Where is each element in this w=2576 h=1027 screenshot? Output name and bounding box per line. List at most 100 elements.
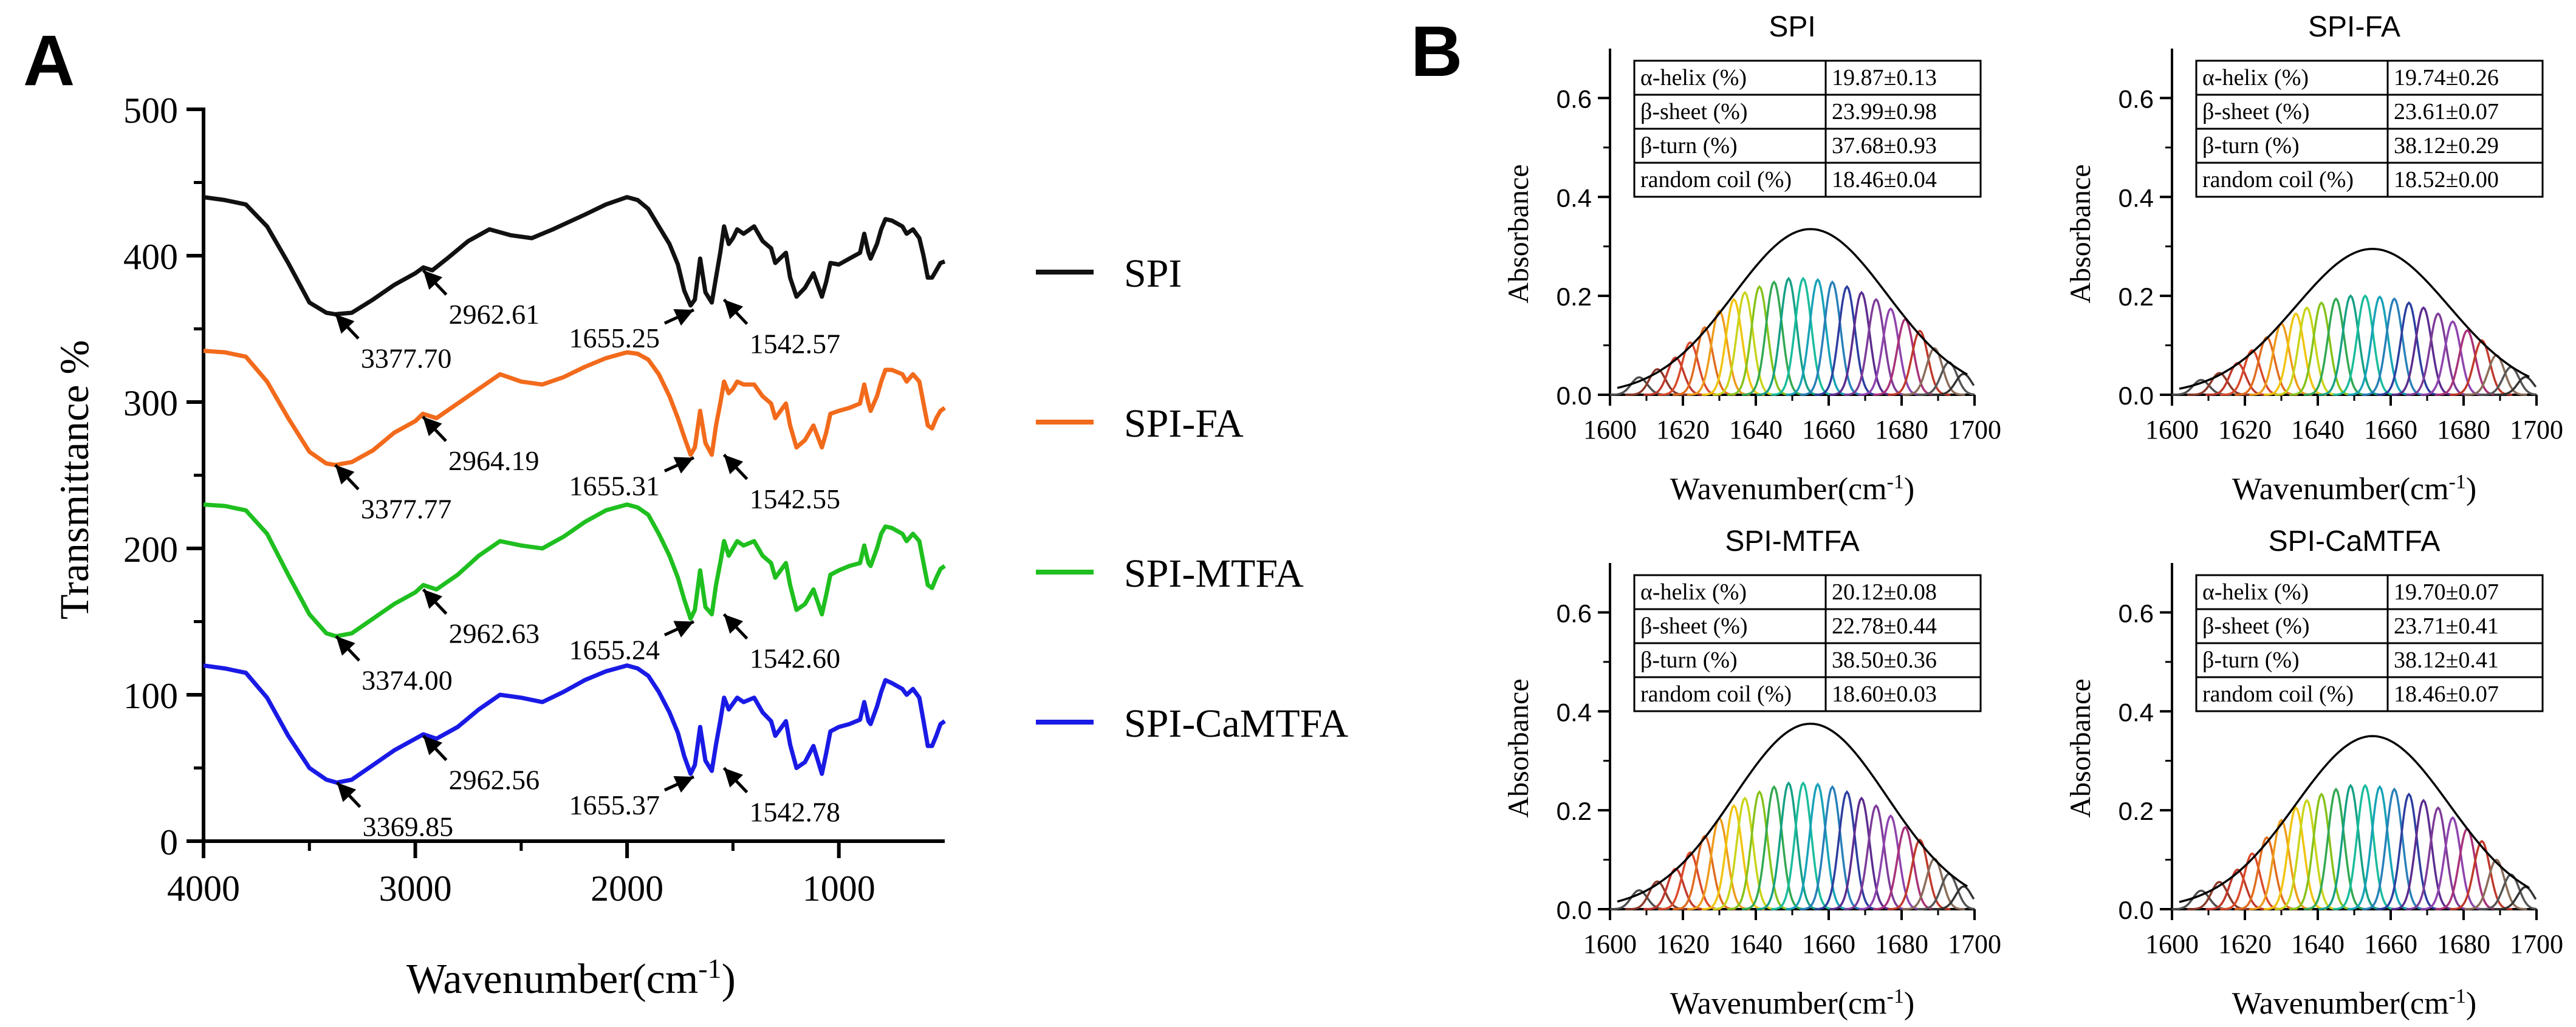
annotation-arrow-head: [673, 776, 694, 793]
fitted-peak: [1858, 307, 1922, 396]
table-cell-value: 18.52±0.00: [2394, 167, 2499, 193]
table-cell-value: 23.71±0.41: [2394, 613, 2499, 639]
table-cell-value: 19.74±0.26: [2394, 65, 2499, 90]
subplot-y-tick-label: 0.0: [1557, 381, 1592, 410]
fitted-peak: [1771, 276, 1834, 396]
subplot-title: SPI-CaMTFA: [2269, 525, 2441, 558]
legend-label: SPI-CaMTFA: [1124, 701, 1348, 746]
fitted-peak: [1917, 361, 1975, 396]
legend-item-spi-camtfa: SPI-CaMTFA: [1036, 701, 1348, 746]
ftir-lines: [203, 195, 947, 785]
subplot-y-tick-label: 0.4: [2119, 698, 2154, 726]
fitted-peak: [1873, 318, 1936, 396]
annotation-arrow-head: [337, 782, 357, 802]
fitted-peak: [1786, 278, 1849, 396]
table-cell-label: random coil (%): [2202, 681, 2354, 707]
table-cell-label: α-helix (%): [1640, 579, 1747, 605]
fitted-peak: [1713, 290, 1776, 396]
annotation-arrow-head: [423, 270, 443, 290]
annotation-label: 2964.19: [448, 445, 540, 476]
ftir-y-tick-label: 400: [123, 237, 178, 277]
fitted-peak: [1786, 782, 1849, 910]
peak-annotation: 3369.85: [335, 781, 454, 842]
ftir-y-tick-label: 200: [123, 530, 178, 570]
fitted-peak: [2275, 799, 2338, 910]
fitted-peak: [1858, 814, 1922, 910]
table-cell-value: 23.99±0.98: [1832, 99, 1937, 125]
subplot-y-tick-label: 0.4: [2119, 183, 2154, 212]
series-line-spi: [203, 195, 946, 316]
subplot-x-tick-label: 1660: [1802, 415, 1855, 445]
fitted-peak: [1727, 790, 1790, 910]
annotation-label: 1542.57: [750, 328, 841, 359]
subplot-y-tick-label: 0.4: [1557, 183, 1592, 212]
subplot-x-tick-label: 1620: [2218, 929, 2272, 959]
ftir-x-tick-label: 1000: [803, 868, 875, 909]
subplot-y-axis-label: Absorbance: [2064, 678, 2097, 817]
fitted-peak: [1815, 285, 1878, 396]
fitted-peak: [2493, 375, 2537, 396]
peak-annotation: 2964.19: [422, 415, 540, 476]
fitted-peak: [1742, 785, 1805, 910]
peak-annotation: 1655.37: [569, 775, 694, 821]
ftir-x-axis-label: Wavenumber(cm-1): [406, 953, 736, 1003]
series-line-spi-fa: [203, 349, 947, 468]
peak-annotation: 1655.24: [569, 620, 694, 666]
annotation-label: 3369.85: [363, 811, 454, 842]
ftir-y-tick-label: 0: [160, 822, 178, 862]
curve-fitting-panels: SPI 0.0 0.2 0.4 0.6 1600 1620 1640 1660 1680 1700 A…: [1502, 11, 2563, 1021]
peak-annotation: 2962.56: [422, 734, 540, 795]
legend-label: SPI-FA: [1124, 401, 1244, 446]
fitted-peak: [2318, 783, 2382, 910]
table-cell-value: 18.60±0.03: [1832, 681, 1937, 707]
envelope-curve: [1617, 228, 1968, 389]
table-cell-label: β-turn (%): [1640, 647, 1738, 673]
ftir-y-tick-label: 500: [123, 90, 178, 131]
ftir-chart: 0 100 200 300 400 500 4000 3000 2000 1000 3377.70…: [51, 90, 1348, 1003]
subplot-y-tick-label: 0.0: [1557, 896, 1592, 924]
annotation-label: 2962.63: [449, 618, 540, 649]
subplot-x-tick-label: 1640: [2291, 929, 2345, 959]
fitted-peak: [2406, 806, 2469, 910]
fitted-peak: [1829, 290, 1893, 396]
fit-spi-fa-chart: SPI-FA 0.0 0.2 0.4 0.6 1600 1620 1640 1660 1680 17…: [2064, 11, 2563, 507]
annotation-label: 1655.37: [569, 790, 660, 821]
fitted-peak: [1917, 873, 1975, 910]
subplot-x-tick-label: 1700: [2510, 929, 2563, 959]
peak-annotation: 3374.00: [335, 635, 453, 696]
fitted-peak: [1727, 285, 1790, 396]
annotation-arrow-head: [724, 768, 744, 788]
ftir-x-axis-label-close: ): [722, 956, 736, 1003]
subplot-x-tick-label: 1600: [1583, 929, 1637, 959]
fit-spi-mtfa-chart: SPI-MTFA 0.0 0.2 0.4 0.6 1600 1620 1640 1660 1680…: [1502, 525, 2001, 1021]
annotation-arrow-head: [724, 299, 744, 319]
table-cell-value: 19.87±0.13: [1832, 65, 1937, 90]
annotation-label: 1542.60: [750, 643, 841, 674]
fitted-peak: [2435, 329, 2498, 396]
annotation-label: 1655.31: [569, 471, 660, 502]
legend-item-spi-fa: SPI-FA: [1036, 401, 1244, 446]
table-cell-label: β-turn (%): [2202, 647, 2300, 673]
fitted-peak: [2420, 320, 2484, 396]
fitted-peak: [1756, 781, 1820, 910]
subplot-x-tick-label: 1680: [2437, 929, 2490, 959]
subplot-y-tick-label: 0.6: [2119, 84, 2154, 113]
peak-annotation: 1542.78: [722, 766, 840, 828]
subplot-x-tick-label: 1620: [1656, 415, 1710, 445]
table-cell-label: β-sheet (%): [2202, 613, 2310, 639]
subplot-x-tick-label: 1660: [2364, 929, 2417, 959]
panel-a-letter: A: [23, 21, 75, 101]
table-cell-label: β-turn (%): [2202, 133, 2300, 159]
table-cell-label: α-helix (%): [2202, 579, 2309, 605]
table-cell-label: random coil (%): [1640, 681, 1792, 707]
table-cell-label: α-helix (%): [2202, 65, 2309, 90]
fitted-peak: [2377, 792, 2440, 910]
subplot-x-tick-label: 1700: [2510, 415, 2563, 445]
fitted-peak: [2289, 301, 2352, 396]
subplot-x-tick-label: 1600: [2145, 415, 2199, 445]
annotation-arrow-head: [335, 314, 355, 334]
annotation-arrow-head: [423, 735, 443, 756]
subplot-y-axis-label: Absorbance: [2064, 164, 2097, 303]
table-cell-value: 20.12±0.08: [1832, 579, 1937, 605]
table-cell-label: β-sheet (%): [1640, 99, 1748, 125]
